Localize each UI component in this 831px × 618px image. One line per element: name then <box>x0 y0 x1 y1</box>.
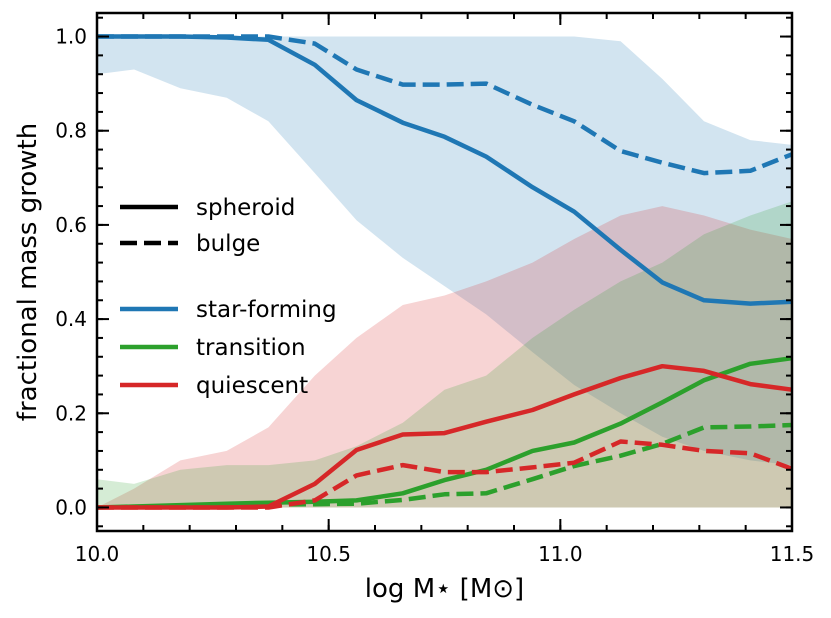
x-tick-label: 10.5 <box>306 542 351 566</box>
y-tick-label: 0.2 <box>55 401 87 425</box>
legend: spheroid bulge star-forming transition quies… <box>120 195 337 399</box>
legend-label-star-forming: star-forming <box>196 297 337 323</box>
y-tick-label: 0.0 <box>55 495 87 519</box>
series-line-star-forming-bulge <box>97 34 793 176</box>
x-tick-label: 11.0 <box>538 542 583 566</box>
series-line-star-forming-spheroid <box>97 34 793 306</box>
legend-label-bulge: bulge <box>196 231 260 257</box>
series-line-transition-spheroid <box>96 355 793 510</box>
x-tick-label: 11.5 <box>770 542 815 566</box>
legend-label-quiescent: quiescent <box>196 373 308 399</box>
x-axis-label: log M⋆ [M⊙] <box>365 574 524 604</box>
band-group <box>97 36 792 508</box>
x-tick-label: 10.0 <box>75 542 120 566</box>
band-quiescent-range <box>97 206 792 508</box>
series-line-transition-bulge <box>96 422 793 510</box>
series-line-quiescent-spheroid <box>97 363 793 510</box>
y-axis-label: fractional mass growth <box>13 123 43 421</box>
y-tick-label: 0.8 <box>55 119 87 143</box>
y-tick-label: 1.0 <box>55 25 87 49</box>
series-line-group <box>96 34 793 510</box>
legend-label-transition: transition <box>196 335 306 361</box>
y-tick-label: 0.4 <box>55 307 87 331</box>
band-star-forming-range <box>97 36 792 466</box>
legend-label-spheroid: spheroid <box>196 195 295 221</box>
y-tick-label: 0.6 <box>55 213 87 237</box>
band-transition-range <box>97 201 792 508</box>
plot-frame <box>95 11 794 533</box>
